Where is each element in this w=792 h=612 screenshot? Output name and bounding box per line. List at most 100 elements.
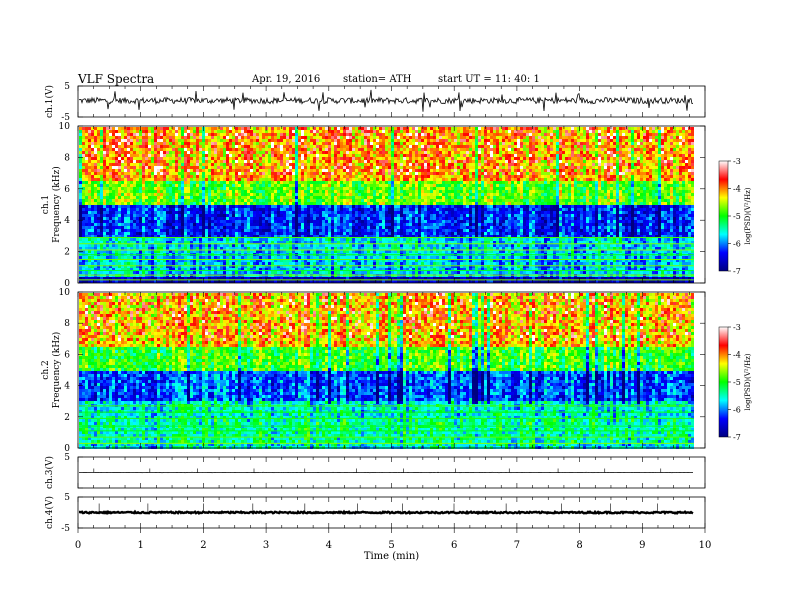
spectrogram-cell: [157, 196, 160, 199]
spectrogram-cell: [130, 160, 133, 163]
spectrogram-cell: [136, 199, 139, 202]
spectrogram-cell: [118, 220, 121, 223]
spectrogram-cell: [103, 142, 106, 145]
spectrogram-cell: [175, 166, 178, 169]
spectrogram-cell: [163, 202, 166, 205]
spectrogram-cell: [106, 169, 109, 172]
spectrogram-cell: [142, 262, 145, 265]
spectrogram-cell: [94, 193, 97, 196]
spectrogram-cell: [166, 160, 169, 163]
spectrogram-cell: [100, 145, 103, 148]
spectrogram-cell: [157, 202, 160, 205]
spectrogram-cell: [145, 166, 148, 169]
spectrogram-cell: [133, 148, 136, 151]
spectrogram-cell: [100, 229, 103, 232]
spectrogram-cell: [82, 190, 85, 193]
spectrogram-cell: [100, 199, 103, 202]
spectrogram-cell: [151, 208, 154, 211]
spectrogram-cell: [118, 280, 121, 283]
spectrogram-cell: [85, 130, 88, 133]
spectrogram-cell: [181, 202, 184, 205]
spectrogram-cell: [130, 178, 133, 181]
spectrogram-cell: [79, 232, 82, 235]
spectrogram-cell: [157, 130, 160, 133]
spectrogram-cell: [175, 190, 178, 193]
spectrogram-cell: [94, 148, 97, 151]
spectrogram-cell: [133, 178, 136, 181]
spectrogram-cell: [181, 157, 184, 160]
spectrogram-cell: [178, 232, 181, 235]
spectrogram-cell: [136, 160, 139, 163]
spectrogram-cell: [100, 154, 103, 157]
spectrogram-cell: [157, 175, 160, 178]
spectrogram-cell: [118, 214, 121, 217]
spectrogram-cell: [121, 157, 124, 160]
spectrogram-cell: [118, 157, 121, 160]
spectrogram-cell: [151, 226, 154, 229]
spectrogram-cell: [169, 280, 172, 283]
spectrogram-cell: [91, 229, 94, 232]
spectrogram-cell: [145, 178, 148, 181]
spectrogram-cell: [127, 211, 130, 214]
spectrogram-cell: [175, 256, 178, 259]
spectrogram-cell: [178, 136, 181, 139]
spectrogram-cell: [106, 199, 109, 202]
spectrogram-cell: [124, 199, 127, 202]
spectrogram-cell: [118, 136, 121, 139]
spectrogram-cell: [163, 214, 166, 217]
spectrogram-cell: [112, 202, 115, 205]
spectrogram-cell: [142, 208, 145, 211]
spectrogram-cell: [139, 256, 142, 259]
spectrogram-cell: [88, 211, 91, 214]
spectrogram-cell: [91, 184, 94, 187]
spectrogram-cell: [127, 199, 130, 202]
spectrogram-cell: [181, 220, 184, 223]
spectrogram-cell: [166, 271, 169, 274]
spectrogram-cell: [97, 223, 100, 226]
spectrogram-cell: [109, 148, 112, 151]
spectrogram-cell: [103, 172, 106, 175]
spectrogram-cell: [124, 280, 127, 283]
spectrogram-cell: [169, 208, 172, 211]
spectrogram-cell: [163, 196, 166, 199]
spectrogram-cell: [187, 232, 190, 235]
spectrogram-cell: [106, 136, 109, 139]
spectrogram-cell: [166, 187, 169, 190]
spectrogram-cell: [79, 163, 82, 166]
spectrogram-cell: [178, 139, 181, 142]
spectrogram-cell: [106, 172, 109, 175]
spectrogram-cell: [184, 151, 187, 154]
spectrogram-cell: [172, 157, 175, 160]
spectrogram-cell: [79, 148, 82, 151]
spectrogram-cell: [166, 157, 169, 160]
spectrogram-cell: [175, 178, 178, 181]
spectrogram-cell: [151, 130, 154, 133]
spectrogram-cell: [184, 217, 187, 220]
spectrogram-cell: [85, 157, 88, 160]
spectrogram-cell: [85, 205, 88, 208]
spectrogram-cell: [82, 223, 85, 226]
spectrogram-cell: [160, 190, 163, 193]
spectrogram-cell: [133, 166, 136, 169]
spectrogram-cell: [187, 223, 190, 226]
spectrogram-cell: [175, 202, 178, 205]
spectrogram-cell: [157, 148, 160, 151]
spectrogram-cell: [160, 223, 163, 226]
spectrogram-cell: [148, 142, 151, 145]
spectrogram-cell: [136, 130, 139, 133]
spectrogram-cell: [112, 148, 115, 151]
spectrogram-cell: [103, 178, 106, 181]
spectrogram-cell: [109, 181, 112, 184]
spectrogram-cell: [172, 202, 175, 205]
spectrogram-cell: [124, 163, 127, 166]
spectrogram-cell: [124, 136, 127, 139]
spectrogram-cell: [145, 205, 148, 208]
spectrogram-cell: [178, 130, 181, 133]
spectrogram-cell: [181, 214, 184, 217]
spectrogram-cell: [142, 178, 145, 181]
spectrogram-cell: [166, 214, 169, 217]
spectrogram-cell: [136, 178, 139, 181]
spectrogram-cell: [151, 214, 154, 217]
spectrogram-cell: [187, 142, 190, 145]
spectrogram-cell: [82, 229, 85, 232]
